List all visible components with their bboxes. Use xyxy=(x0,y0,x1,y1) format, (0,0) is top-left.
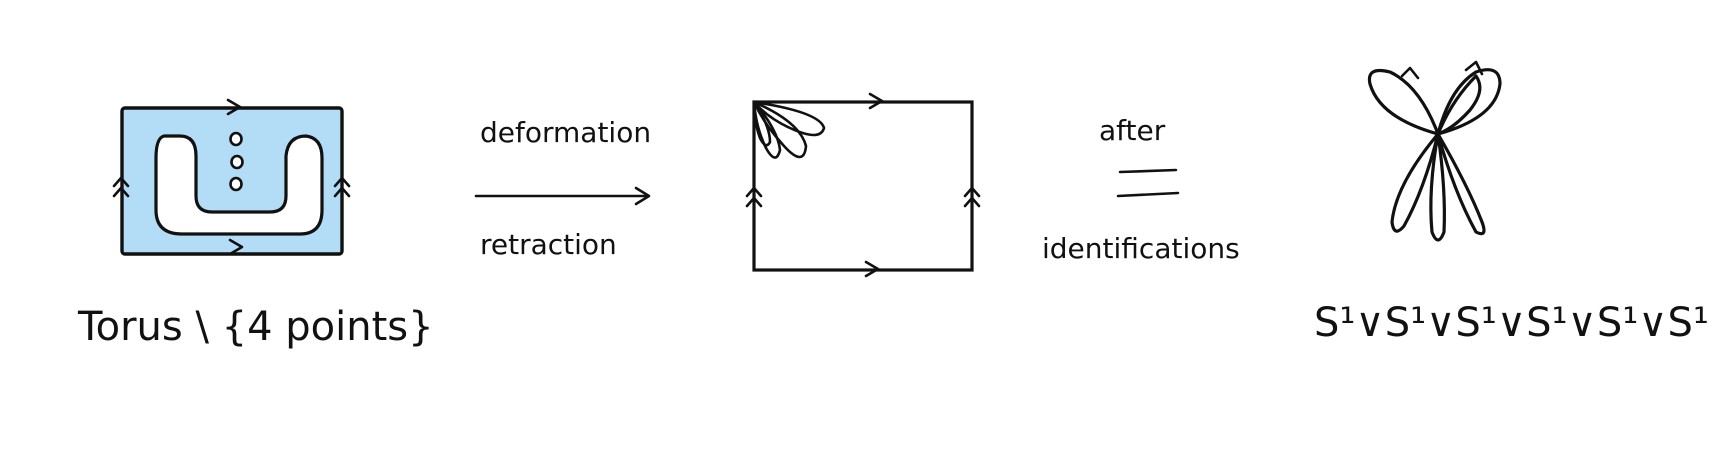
top-edge-arrow xyxy=(226,98,242,116)
identification-square xyxy=(752,100,974,272)
square-top-arrow xyxy=(868,92,884,110)
retraction-arrow: deformation retraction xyxy=(474,116,651,261)
after-label: after xyxy=(1099,114,1166,147)
petal-loop xyxy=(752,100,782,159)
deformation-label: deformation xyxy=(480,116,651,149)
wedge-loop xyxy=(1390,132,1440,233)
wedge-loop xyxy=(1436,74,1482,136)
puncture-points xyxy=(229,131,244,192)
puncture-point xyxy=(230,154,244,170)
petal-loop xyxy=(752,100,772,147)
wedge-panel xyxy=(1367,60,1502,242)
square-right-double-arrow xyxy=(963,186,981,208)
torus-inner-hole xyxy=(154,134,324,236)
equals-sign-top xyxy=(1118,168,1178,174)
puncture-point xyxy=(229,176,243,192)
square-bottom-arrow xyxy=(864,260,880,278)
arrow-head xyxy=(634,186,651,206)
loop-arrow-right xyxy=(1464,60,1484,76)
loop-arrow-left xyxy=(1400,66,1420,80)
retraction-label: retraction xyxy=(480,228,617,261)
torus-panel xyxy=(112,98,351,256)
right-edge-double-arrow xyxy=(333,176,351,198)
square-panel xyxy=(745,92,981,278)
left-edge-double-arrow xyxy=(112,176,130,198)
wedge-label: S¹∨S¹∨S¹∨S¹∨S¹∨S¹ xyxy=(1314,300,1709,346)
identifications-label: identifications xyxy=(1042,232,1240,265)
wedge-loop xyxy=(1429,132,1446,242)
wedge-loop xyxy=(1367,68,1440,136)
equals-sign-bottom xyxy=(1116,191,1180,198)
wedge-loop xyxy=(1436,68,1502,136)
square-left-double-arrow xyxy=(745,186,763,208)
puncture-point xyxy=(229,131,243,147)
corner-petals xyxy=(752,100,826,159)
petal-loop xyxy=(752,100,826,137)
torus-label: Torus \ {4 points} xyxy=(77,304,434,350)
bottom-edge-arrow xyxy=(228,238,244,256)
equivalence: after identifications xyxy=(1042,114,1240,265)
wedge-loop xyxy=(1436,132,1486,236)
